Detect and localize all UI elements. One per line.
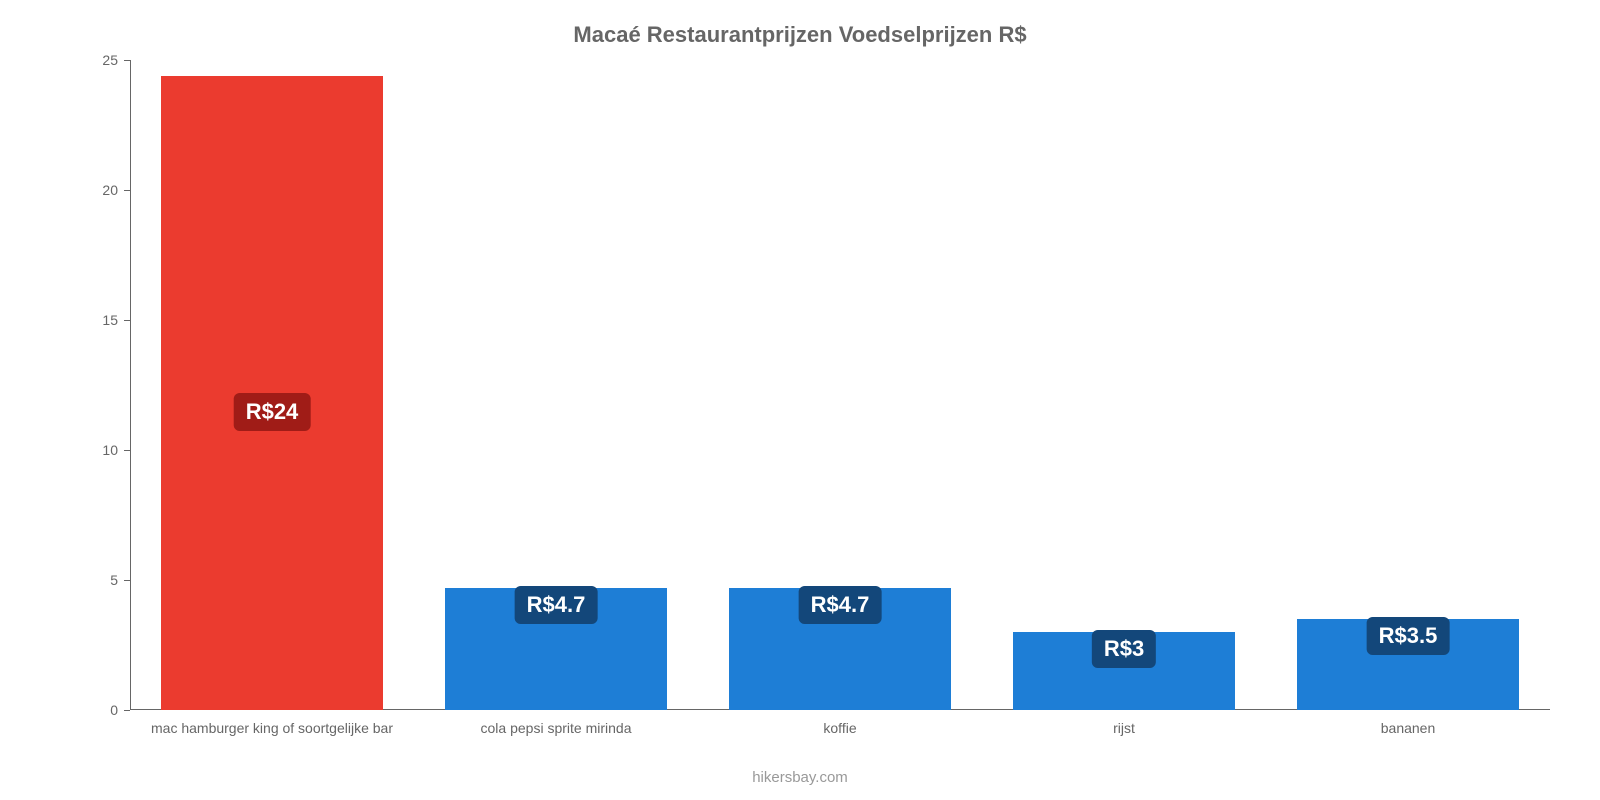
y-tick [124,320,130,321]
y-tick-label: 20 [102,182,118,198]
y-axis-line [130,60,131,710]
bar-value-badge: R$3 [1092,630,1156,668]
x-axis-label: koffie [823,720,856,736]
y-tick-label: 10 [102,442,118,458]
y-tick [124,190,130,191]
chart-plot: 0510152025R$24mac hamburger king of soor… [130,60,1550,710]
bar-value-badge: R$24 [234,393,311,431]
bar-value-badge: R$4.7 [799,586,882,624]
bar-value-badge: R$3.5 [1367,617,1450,655]
x-axis-label: cola pepsi sprite mirinda [481,720,632,736]
bar-value-badge: R$4.7 [515,586,598,624]
x-axis-label: bananen [1381,720,1436,736]
attribution-text: hikersbay.com [0,769,1600,786]
y-tick-label: 0 [110,702,118,718]
x-axis-label: rijst [1113,720,1135,736]
y-tick-label: 5 [110,572,118,588]
y-tick [124,580,130,581]
y-tick [124,710,130,711]
chart-title: Macaé Restaurantprijzen Voedselprijzen R… [0,22,1600,48]
y-tick [124,450,130,451]
y-tick-label: 25 [102,52,118,68]
y-tick-label: 15 [102,312,118,328]
y-tick [124,60,130,61]
x-axis-label: mac hamburger king of soortgelijke bar [151,720,393,736]
